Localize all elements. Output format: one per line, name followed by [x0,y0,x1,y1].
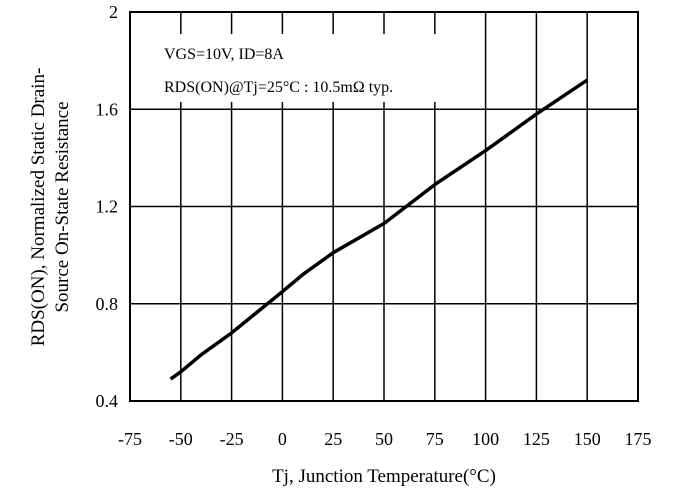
x-tick-label: 125 [523,429,550,449]
x-tick-label: 50 [375,429,393,449]
y-tick-label: 1.2 [96,197,119,217]
x-tick-label: -75 [118,429,142,449]
x-tick-label: 0 [278,429,287,449]
y-tick-label: 2 [109,2,118,22]
x-tick-label: 75 [426,429,444,449]
y-axis-title-line2: Source On-State Resistance [52,101,73,312]
tick-labels: -75 -50 -25 0 25 50 75 100 125 150 175 0.4 0.8 1.2 1.6… [96,2,652,449]
x-tick-label: 150 [574,429,601,449]
x-tick-label: -25 [220,429,244,449]
annotation-conditions: VGS=10V, ID=8A [164,46,284,63]
x-tick-label: 100 [472,429,499,449]
y-tick-label: 0.8 [96,294,119,314]
y-tick-label: 0.4 [96,391,119,411]
y-tick-label: 1.6 [96,99,119,119]
y-axis-title-line1: RDS(ON), Normalized Static Drain- [28,68,49,347]
x-tick-label: 25 [324,429,342,449]
x-axis-title: Tj, Junction Temperature(°C) [272,466,496,487]
legend-box [152,34,458,102]
series-layer [169,78,589,381]
x-tick-label: 175 [625,429,652,449]
series-line [169,78,589,381]
x-tick-label: -50 [169,429,193,449]
annotation-rdson: RDS(ON)@Tj=25°C : 10.5mΩ typ. [164,79,393,96]
plot-frame [129,11,639,402]
